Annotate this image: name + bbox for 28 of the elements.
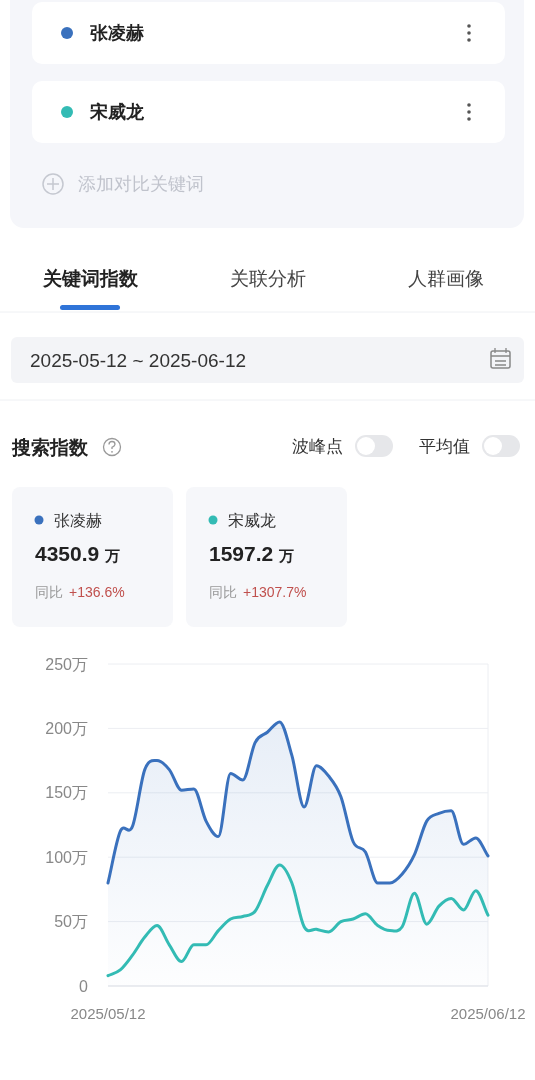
text: 1597.2: [209, 541, 274, 565]
text: +1307.7%: [243, 584, 307, 600]
legend-label: 宋威龙: [228, 511, 276, 529]
y-tick-label: 50万: [54, 913, 88, 931]
x-tick-label: 2025/05/12: [70, 1004, 146, 1022]
text: 宋威龙: [90, 102, 144, 122]
text: 万: [278, 546, 295, 564]
text: 万: [104, 546, 121, 564]
text: 波峰点: [292, 436, 343, 456]
text: 张凌赫: [90, 23, 144, 43]
y-tick-label: 250万: [45, 655, 88, 673]
text: 平均值: [419, 436, 470, 456]
y-tick-label: 100万: [45, 848, 88, 866]
y-tick-label: 150万: [45, 784, 88, 802]
line-series: [106, 863, 490, 978]
text: 关键词指数: [41, 267, 139, 289]
text: 关联分析: [230, 267, 306, 289]
legend-label: 张凌赫: [54, 511, 102, 529]
y-tick-label: 200万: [45, 719, 88, 737]
x-tick-label: 2025/06/12: [450, 1004, 526, 1022]
text: +136.6%: [69, 584, 125, 600]
chart-title: 搜索指数: [11, 436, 89, 458]
text: 2025-05-12 ~ 2025-06-12: [30, 349, 247, 371]
y-tick-label: 0: [79, 977, 89, 995]
text: 同比: [209, 584, 237, 600]
text: 同比: [35, 584, 63, 600]
text: 4350.9: [35, 541, 100, 565]
text: 人群画像: [408, 267, 484, 289]
